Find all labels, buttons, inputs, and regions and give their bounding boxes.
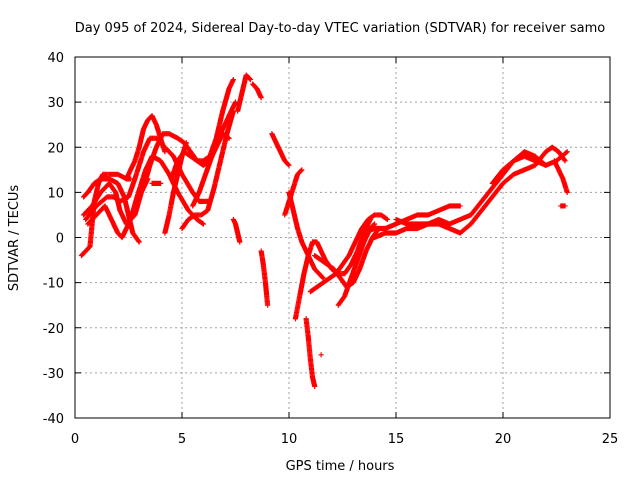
series-arc-14	[235, 72, 254, 114]
series-arc-15	[250, 81, 264, 101]
series-arc-32	[558, 203, 568, 209]
series-arc-22	[307, 212, 391, 295]
y-tick-labels: -40 -30 -20 -10 0 10 20 30 40	[43, 51, 64, 427]
y-tick-label: -30	[43, 367, 64, 382]
y-tick-label: 10	[47, 186, 64, 201]
series-marks	[230, 216, 243, 245]
series-arc-8	[149, 180, 164, 186]
series-marks	[269, 131, 292, 168]
series-marks	[250, 81, 264, 101]
series-arc-11	[179, 108, 236, 232]
y-tick-label: -10	[43, 277, 64, 292]
data-marks	[78, 72, 570, 390]
series-marks	[361, 203, 463, 236]
y-axis-title: SDTVAR / TECUs	[7, 185, 22, 292]
series-marks	[489, 149, 570, 186]
series-arc-29	[489, 149, 570, 186]
series-marks	[318, 352, 324, 358]
series-arc-17	[269, 131, 292, 168]
x-tick-label: 10	[281, 432, 298, 447]
y-tick-label: 20	[47, 141, 64, 156]
grid	[75, 57, 610, 418]
series-arc-16	[258, 248, 271, 308]
series-marks	[235, 72, 254, 114]
x-tick-labels: 0 5 10 15 20 25	[71, 432, 618, 447]
y-tick-label: 0	[56, 232, 64, 247]
chart-title: Day 095 of 2024, Sidereal Day-to-day VTE…	[75, 21, 606, 36]
series-marks	[179, 108, 236, 232]
series-marks	[258, 248, 271, 308]
series-marks	[286, 189, 326, 281]
y-tick-label: 30	[47, 96, 64, 111]
series-arc-19	[286, 189, 326, 281]
series-marks	[521, 144, 568, 173]
x-tick-label: 25	[602, 432, 619, 447]
series-arc-31	[551, 158, 570, 195]
y-tick-label: -40	[43, 412, 64, 427]
series-arc-26	[361, 203, 463, 236]
x-tick-label: 15	[388, 432, 405, 447]
series-marks	[551, 158, 570, 195]
series-arc-5	[85, 153, 206, 241]
x-tick-label: 20	[495, 432, 512, 447]
series-marks	[190, 99, 239, 209]
y-tick-label: 40	[47, 51, 64, 66]
series-marks	[85, 153, 206, 241]
series-arc-21	[303, 316, 318, 390]
x-tick-label: 0	[71, 432, 79, 447]
series-marks	[149, 180, 164, 186]
x-tick-label: 5	[178, 432, 186, 447]
series-arc-12	[190, 99, 239, 209]
series-arc-25	[318, 352, 324, 358]
series-arc-30	[521, 144, 568, 173]
x-axis-title: GPS time / hours	[286, 459, 395, 474]
y-tick-label: -20	[43, 322, 64, 337]
series-marks	[307, 212, 391, 295]
series-arc-13	[230, 216, 243, 245]
axis-ticks	[74, 56, 611, 419]
series-marks	[303, 316, 318, 390]
series-marks	[558, 203, 568, 209]
